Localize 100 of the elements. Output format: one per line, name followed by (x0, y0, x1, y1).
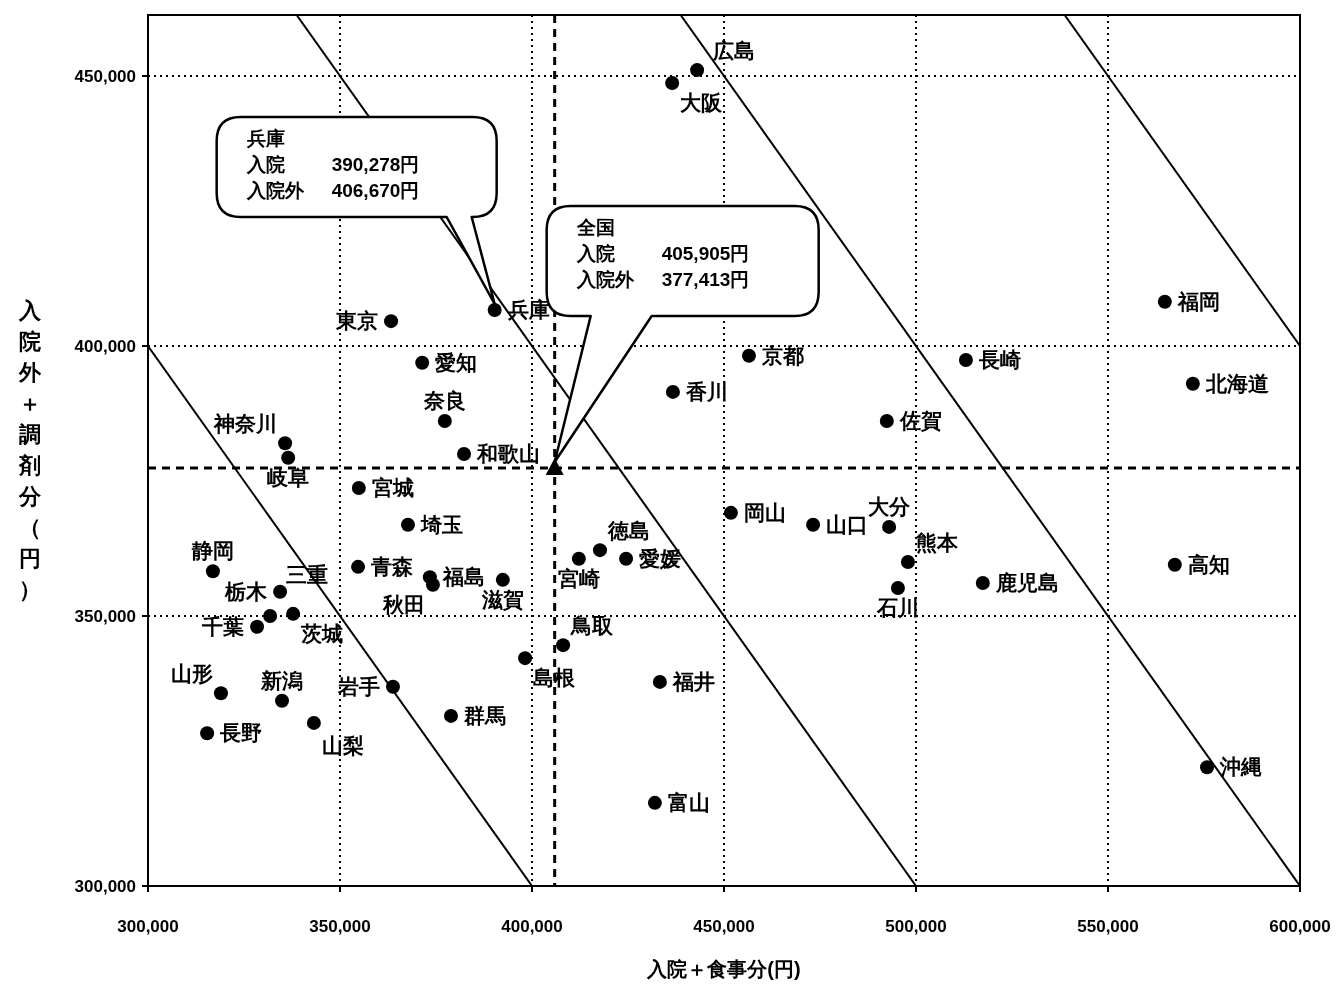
data-label: 愛知 (435, 350, 478, 374)
data-label: 山口 (826, 512, 869, 536)
y-tick-label: 450,000 (74, 67, 136, 87)
point (1157, 294, 1172, 309)
data-label: 愛媛 (639, 546, 682, 570)
data-label: 千葉 (201, 614, 245, 638)
point (975, 576, 990, 591)
x-axis-title: 入院＋食事分(円) (646, 958, 801, 980)
point (457, 447, 472, 462)
data-label: 鹿児島 (994, 571, 1059, 595)
point (437, 414, 452, 429)
text: 入院外＋調剤分（円） (19, 298, 41, 602)
point (384, 314, 399, 329)
point (647, 795, 662, 810)
x-tick-label: 350,000 (309, 917, 371, 936)
point (556, 638, 571, 653)
data-label: 福井 (671, 669, 715, 693)
point (415, 355, 430, 370)
point (571, 551, 586, 566)
point (400, 517, 415, 532)
data-label: 岩手 (336, 674, 380, 698)
x-tick-label: 300,000 (117, 917, 179, 936)
data-label: 佐賀 (898, 409, 942, 434)
data-label: 埼玉 (419, 512, 463, 536)
point (665, 384, 680, 399)
data-label: 沖縄 (1219, 755, 1263, 779)
point (250, 619, 265, 634)
point (443, 708, 458, 723)
annotation: 兵庫 (245, 128, 285, 149)
data-label: 和歌山 (476, 442, 541, 466)
data-label: 山形 (170, 662, 213, 686)
point (422, 570, 437, 585)
x-tick-label: 550,000 (1077, 917, 1139, 936)
point (286, 606, 301, 621)
data-label: 大分 (868, 494, 912, 518)
point (1167, 557, 1182, 572)
data-label: 京都 (760, 343, 804, 367)
x-tick-label: 450,000 (693, 917, 755, 936)
x-tick-label: 600,000 (1269, 917, 1331, 936)
point (351, 559, 366, 574)
point (806, 517, 821, 532)
point (200, 726, 215, 741)
data-label: 静岡 (190, 539, 234, 563)
point (275, 693, 290, 708)
data-label: 北海道 (1204, 371, 1269, 395)
data-label: 島根 (533, 666, 577, 690)
point (205, 564, 220, 579)
point (690, 63, 705, 78)
point (1200, 760, 1215, 775)
point (1185, 376, 1200, 391)
point (495, 572, 510, 587)
point (879, 414, 894, 429)
point (487, 303, 502, 317)
data-label: 神奈川 (213, 412, 278, 436)
point (213, 686, 228, 701)
data-label: 福島 (441, 565, 485, 589)
point (723, 505, 738, 520)
data-label: 大阪 (680, 91, 724, 115)
data-label: 宮崎 (557, 566, 600, 590)
data-label: 新潟 (260, 668, 304, 692)
data-label: 高知 (1187, 552, 1230, 576)
point (306, 715, 321, 730)
y-tick-label: 300,000 (74, 877, 136, 896)
point (281, 450, 296, 465)
point (592, 543, 607, 558)
data-label: 青森 (370, 554, 415, 578)
data-label: 徳島 (606, 519, 650, 543)
data-label: 栃木 (224, 579, 269, 603)
data-label: 滋賀 (480, 587, 524, 612)
point (958, 353, 973, 368)
data-label: 東京 (335, 309, 379, 333)
point (278, 436, 293, 451)
data-label: 熊本 (915, 531, 959, 555)
point (741, 348, 756, 363)
data-label: 富山 (667, 790, 710, 814)
x-tick-label: 500,000 (885, 917, 947, 936)
data-label: 長野 (219, 721, 263, 745)
point (900, 555, 915, 570)
point (273, 584, 288, 599)
point (890, 580, 905, 595)
data-label: 秋田 (381, 592, 425, 616)
y-tick-label: 400,000 (74, 337, 136, 357)
x-tick-label: 400,000 (501, 917, 563, 936)
data-label: 鳥取 (570, 614, 615, 638)
data-label: 奈良 (422, 389, 466, 413)
point (652, 674, 667, 689)
point (518, 651, 533, 666)
point (263, 609, 278, 624)
point (665, 76, 680, 91)
data-label: 岡山 (743, 500, 786, 524)
y-tick-label: 350,000 (74, 607, 136, 627)
data-label: 長崎 (977, 348, 1021, 372)
data-label: 岐阜 (267, 465, 310, 489)
annotation: 全国 (575, 216, 615, 238)
point (351, 481, 366, 496)
data-label: 群馬 (462, 703, 506, 727)
data-label: 宮城 (371, 476, 414, 500)
data-label: 福岡 (1176, 289, 1220, 313)
point (882, 519, 897, 534)
point (619, 551, 634, 566)
